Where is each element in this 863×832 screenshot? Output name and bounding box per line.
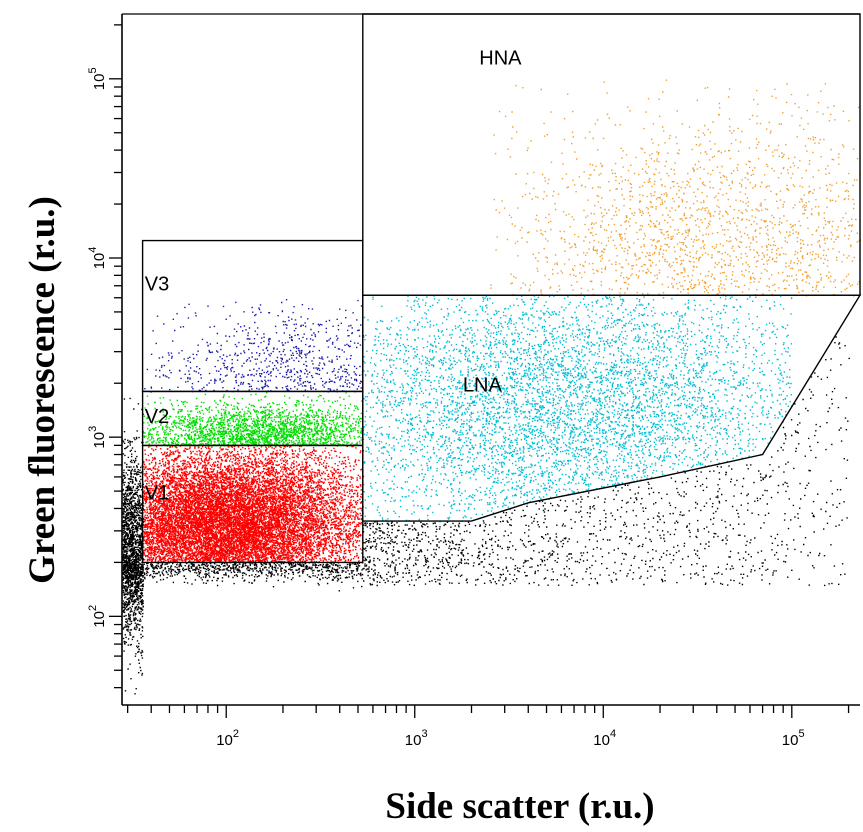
gate-label-v1: V1 (145, 482, 169, 504)
gate-hna (362, 13, 861, 296)
gate-label-lna: LNA (463, 374, 503, 396)
series-v2 (142, 392, 365, 447)
x-axis-title: Side scatter (r.u.) (385, 786, 654, 827)
series-v3 (144, 299, 365, 393)
x-tick-label: 102 (216, 728, 239, 749)
scatter-points-layer (122, 79, 862, 695)
x-tick-label: 103 (405, 728, 428, 749)
x-tick-label: 104 (593, 728, 616, 749)
y-tick-label: 105 (87, 67, 108, 90)
series-v1 (142, 445, 365, 564)
gate-label-v2: V2 (145, 406, 169, 428)
gate-label-v3: V3 (145, 273, 169, 295)
axes-layer: 102 103 104 105 102 103 104 105 (87, 13, 860, 749)
points-v1 (142, 445, 365, 564)
gate-label-hna: HNA (479, 48, 522, 70)
points-hna (490, 79, 862, 297)
gate-layer: V1 V2 V3 LNA HNA (141, 13, 862, 564)
points-v3 (144, 299, 365, 393)
y-tick-label: 103 (87, 426, 108, 449)
series-hna (490, 79, 862, 297)
y-tick-label: 102 (87, 605, 108, 628)
gate-v3 (141, 239, 364, 393)
series-lna (362, 295, 793, 523)
y-tick-label: 104 (87, 247, 108, 270)
x-tick-label: 105 (782, 728, 805, 749)
y-axis-title: Green fluorescence (r.u.) (22, 196, 63, 584)
points-lna (362, 295, 793, 523)
points-v2 (142, 392, 365, 447)
